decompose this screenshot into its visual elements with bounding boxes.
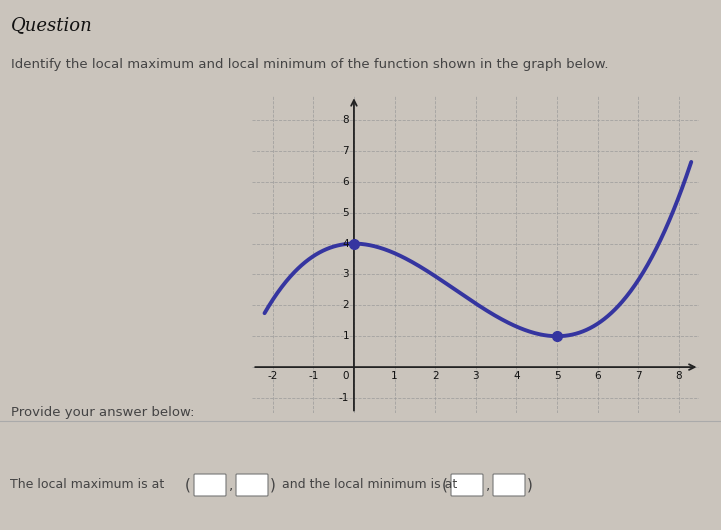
Text: 6: 6	[594, 371, 601, 381]
Text: 3: 3	[342, 269, 349, 279]
Text: 2: 2	[432, 371, 438, 381]
Text: -2: -2	[267, 371, 278, 381]
Text: Provide your answer below:: Provide your answer below:	[11, 405, 195, 419]
Text: ,: ,	[486, 478, 490, 492]
Text: 4: 4	[513, 371, 520, 381]
Text: 3: 3	[472, 371, 479, 381]
Text: 6: 6	[342, 177, 349, 187]
FancyBboxPatch shape	[451, 474, 483, 496]
Text: 5: 5	[342, 208, 349, 218]
FancyBboxPatch shape	[493, 474, 525, 496]
Text: (: (	[442, 478, 448, 492]
Text: ): )	[527, 478, 533, 492]
Text: 8: 8	[676, 371, 682, 381]
Text: 8: 8	[342, 115, 349, 125]
Text: ): )	[270, 478, 276, 492]
Text: Question: Question	[11, 16, 92, 34]
Text: -1: -1	[339, 393, 349, 403]
Text: The local maximum is at: The local maximum is at	[10, 479, 164, 491]
Text: 1: 1	[392, 371, 398, 381]
Text: 2: 2	[342, 301, 349, 311]
FancyBboxPatch shape	[236, 474, 268, 496]
Text: and the local minimum is at: and the local minimum is at	[282, 479, 457, 491]
FancyBboxPatch shape	[194, 474, 226, 496]
Text: 1: 1	[342, 331, 349, 341]
Text: 4: 4	[342, 238, 349, 249]
Text: Identify the local maximum and local minimum of the function shown in the graph : Identify the local maximum and local min…	[11, 58, 609, 72]
Text: (: (	[185, 478, 191, 492]
Text: 0: 0	[342, 371, 349, 381]
Text: 7: 7	[635, 371, 642, 381]
Text: -1: -1	[308, 371, 319, 381]
Text: 5: 5	[554, 371, 560, 381]
Text: 7: 7	[342, 146, 349, 156]
Text: ,: ,	[229, 478, 234, 492]
